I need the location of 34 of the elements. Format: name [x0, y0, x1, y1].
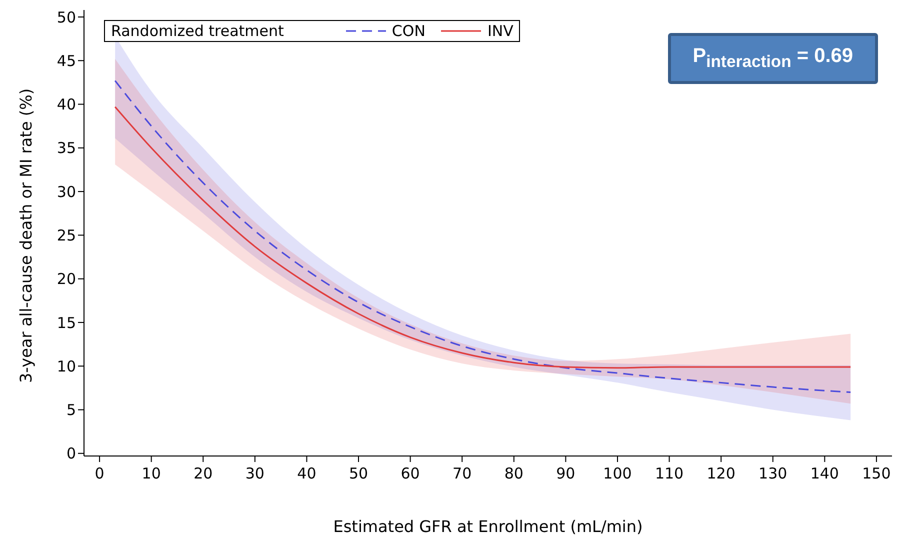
y-tick-label: 0 [66, 444, 76, 463]
x-tick-label: 40 [297, 464, 316, 483]
x-tick-label: 10 [142, 464, 161, 483]
x-tick-label: 50 [348, 464, 368, 483]
x-tick-label: 80 [504, 464, 524, 483]
y-axis-title: 3-year all-cause death or MI rate (%) [16, 88, 36, 383]
legend-label: CON [392, 22, 426, 40]
y-tick-label: 5 [66, 401, 76, 420]
x-tick-label: 120 [706, 464, 736, 483]
x-tick-label: 0 [94, 464, 104, 483]
y-tick-label: 40 [56, 96, 76, 114]
x-tick-label: 100 [603, 464, 632, 483]
x-tick-label: 30 [245, 464, 264, 483]
y-tick-label: 45 [56, 52, 76, 70]
y-tick-label: 50 [56, 8, 76, 26]
x-tick-label: 20 [194, 464, 213, 483]
line-series [114, 106, 852, 369]
y-tick-label: 20 [56, 270, 76, 288]
y-tick-label: 35 [56, 139, 76, 158]
x-tick-label: 60 [400, 464, 420, 483]
y-tick-label: 10 [56, 357, 76, 376]
annotation: P$_{interaction}$ = 0.69 [668, 33, 878, 84]
x-tick-label: 140 [810, 464, 839, 483]
y-tick-label: 15 [56, 314, 76, 332]
x-tick-label: 150 [862, 464, 891, 483]
x-tick-label: 130 [758, 464, 788, 483]
x-axis-title: Estimated GFR at Enrollment (mL/min) [333, 517, 643, 536]
legend-label: INV [487, 22, 514, 40]
legend-title: Randomized treatment [111, 22, 284, 40]
x-tick-label: 70 [452, 464, 472, 483]
y-tick-label: 25 [56, 226, 76, 245]
x-tick-label: 110 [654, 464, 684, 483]
x-tick-label: 90 [556, 464, 576, 483]
y-tick-label: 30 [56, 182, 76, 201]
